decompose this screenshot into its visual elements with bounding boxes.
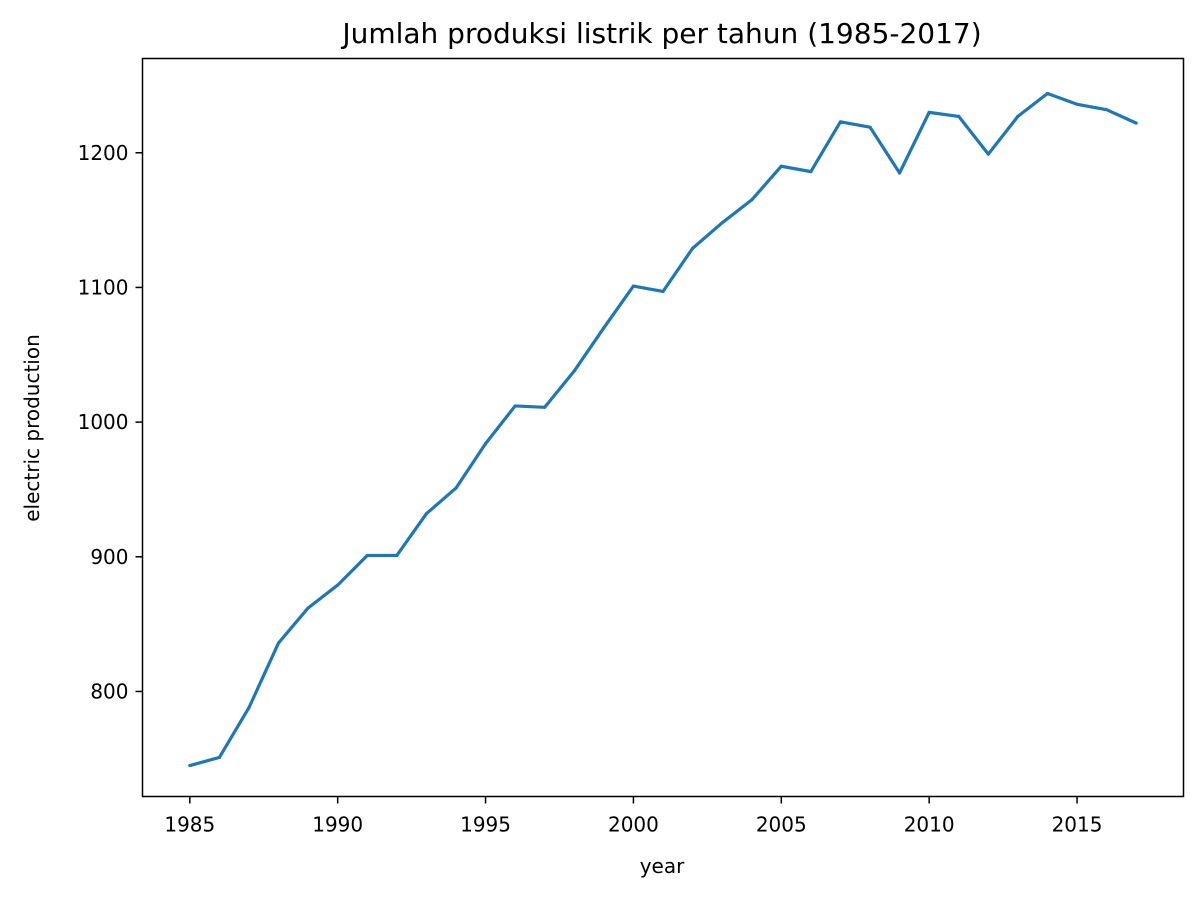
data-point — [957, 114, 961, 119]
data-point — [750, 198, 754, 202]
data-point — [838, 120, 843, 124]
data-point — [631, 284, 636, 288]
y-tick-label: 1200 — [78, 141, 129, 165]
data-point — [217, 755, 221, 760]
data-point — [1134, 121, 1138, 125]
data-point — [276, 641, 281, 645]
y-tick-label: 1100 — [78, 275, 129, 299]
data-point — [513, 404, 517, 408]
data-point — [1075, 102, 1079, 106]
data-point — [690, 246, 695, 250]
x-tick-label: 2010 — [904, 813, 955, 837]
y-tick-label: 800 — [90, 679, 128, 703]
data-point — [868, 125, 872, 129]
x-tick-label: 2005 — [756, 813, 807, 837]
x-tick-label: 1995 — [460, 813, 511, 837]
data-points — [188, 91, 1138, 768]
data-point — [927, 110, 931, 114]
data-point — [1105, 108, 1109, 112]
x-tick-label: 2015 — [1052, 813, 1103, 837]
data-point — [306, 606, 310, 610]
data-point — [454, 486, 458, 490]
data-point — [986, 152, 990, 156]
data-point — [395, 553, 399, 558]
data-point — [424, 512, 429, 516]
data-point — [1045, 91, 1050, 96]
data-point — [483, 442, 488, 446]
x-tick-label: 1990 — [312, 813, 363, 837]
data-point — [602, 326, 606, 330]
y-axis-ticks: 800 900 1000 1100 1200 — [78, 141, 143, 703]
x-axis-ticks: 1985 1990 1995 2000 2005 2010 2015 — [164, 796, 1103, 837]
chart-title: Jumlah produksi listrik per tahun (1985-… — [340, 17, 981, 50]
data-point — [1016, 114, 1020, 119]
data-point — [336, 583, 340, 587]
x-axis-label: year — [640, 854, 685, 878]
data-point — [897, 171, 902, 175]
data-point — [572, 369, 576, 373]
data-point — [365, 553, 369, 558]
data-point — [247, 706, 251, 710]
data-point — [779, 164, 783, 168]
y-tick-label: 900 — [90, 545, 128, 569]
data-point — [188, 763, 192, 768]
x-tick-label: 2000 — [608, 813, 659, 837]
data-point — [543, 405, 547, 409]
x-tick-label: 1985 — [164, 813, 215, 837]
y-tick-label: 1000 — [78, 410, 129, 434]
data-point — [661, 289, 665, 294]
data-point — [720, 221, 724, 225]
data-point — [809, 170, 813, 174]
y-axis-label: electric production — [20, 334, 44, 522]
plot-area-frame — [141, 57, 1185, 798]
